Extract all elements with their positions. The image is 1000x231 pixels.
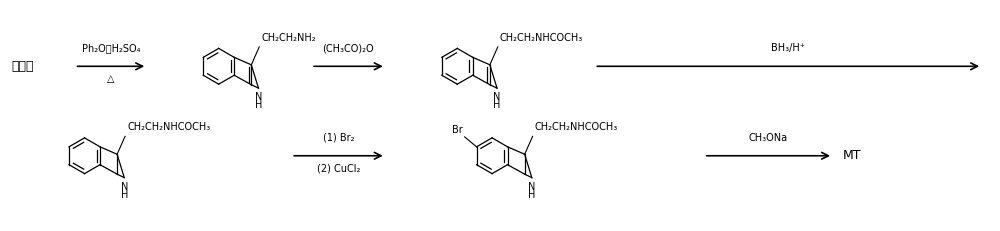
Text: N: N: [528, 182, 535, 191]
Text: Ph₂O或H₂SO₄: Ph₂O或H₂SO₄: [82, 43, 140, 53]
Text: CH₂CH₂NHCOCH₃: CH₂CH₂NHCOCH₃: [127, 122, 210, 132]
Text: H: H: [121, 190, 128, 200]
Text: CH₃ONa: CH₃ONa: [749, 133, 788, 143]
Text: (1) Br₂: (1) Br₂: [323, 133, 354, 143]
Text: Br: Br: [452, 125, 463, 135]
Text: △: △: [107, 74, 115, 84]
Text: H: H: [528, 190, 535, 200]
Text: 色氨酸: 色氨酸: [11, 60, 33, 73]
Text: N: N: [493, 92, 501, 102]
Text: N: N: [121, 182, 128, 191]
Text: MT: MT: [843, 149, 861, 162]
Text: N: N: [255, 92, 262, 102]
Text: CH₂CH₂NHCOCH₃: CH₂CH₂NHCOCH₃: [535, 122, 618, 132]
Text: CH₂CH₂NH₂: CH₂CH₂NH₂: [261, 33, 316, 43]
Text: H: H: [493, 100, 501, 110]
Text: H: H: [255, 100, 262, 110]
Text: CH₂CH₂NHCOCH₃: CH₂CH₂NHCOCH₃: [500, 33, 583, 43]
Text: (2) CuCl₂: (2) CuCl₂: [317, 164, 360, 174]
Text: BH₃/H⁺: BH₃/H⁺: [771, 43, 805, 53]
Text: (CH₃CO)₂O: (CH₃CO)₂O: [323, 43, 374, 53]
